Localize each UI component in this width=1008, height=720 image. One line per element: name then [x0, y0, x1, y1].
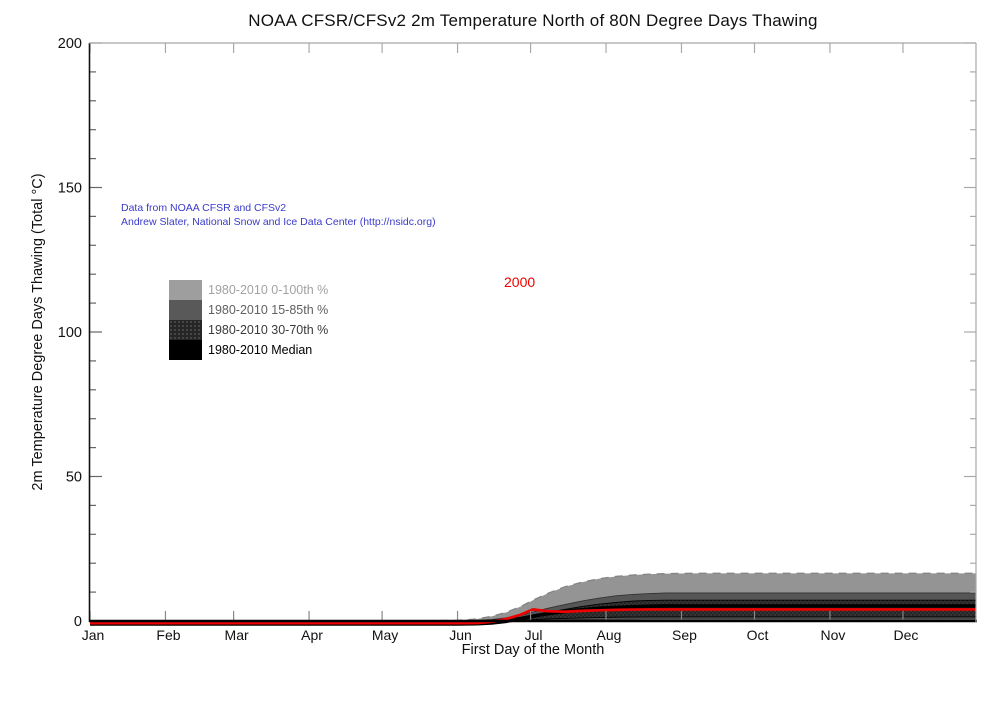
legend-swatch-30-70 [169, 320, 202, 340]
legend-row-15-85: 1980-2010 15-85th % [169, 300, 328, 320]
year-label: 2000 [504, 274, 536, 290]
annotation-line-2: Andrew Slater, National Snow and Ice Dat… [121, 216, 436, 228]
x-tick-label: Jan [82, 627, 105, 643]
legend-row-0-100: 1980-2010 0-100th % [169, 280, 328, 300]
y-tick-label: 200 [58, 36, 82, 52]
y-tick-label: 0 [74, 614, 82, 630]
x-axis-label: First Day of the Month [461, 642, 605, 658]
x-tick-label: May [372, 627, 398, 643]
data-source-annotation: Data from NOAA CFSR and CFSv2 Andrew Sla… [121, 201, 436, 229]
x-tick-label: Aug [597, 627, 622, 643]
y-tick-label: 150 [58, 181, 82, 197]
legend-label-median: 1980-2010 Median [208, 343, 313, 357]
legend: 1980-2010 0-100th % 1980-2010 15-85th % … [169, 280, 328, 360]
legend-swatch-median [169, 340, 202, 360]
x-tick-label: Mar [225, 627, 249, 643]
legend-label-15-85: 1980-2010 15-85th % [208, 303, 329, 317]
y-tick-label: 100 [58, 325, 82, 341]
x-tick-label: Dec [894, 627, 919, 643]
x-tick-label: Oct [747, 627, 769, 643]
x-tick-label: Sep [672, 627, 697, 643]
y-axis-label: 2m Temperature Degree Days Thawing (Tota… [30, 173, 46, 491]
legend-label-30-70: 1980-2010 30-70th % [208, 323, 329, 337]
legend-swatch-15-85 [169, 300, 202, 320]
x-tick-label: Apr [301, 627, 323, 643]
y-tick-label: 50 [66, 470, 82, 486]
legend-row-30-70: 1980-2010 30-70th % [169, 320, 328, 340]
x-tick-label: Feb [156, 627, 180, 643]
x-tick-label: Nov [821, 627, 846, 643]
legend-label-0-100: 1980-2010 0-100th % [208, 283, 329, 297]
year-2000-line [90, 608, 976, 625]
legend-row-median: 1980-2010 Median [169, 340, 328, 360]
x-tick-label: Jul [525, 627, 543, 643]
annotation-line-1: Data from NOAA CFSR and CFSv2 [121, 202, 287, 214]
x-tick-label: Jun [449, 627, 472, 643]
chart-title: NOAA CFSR/CFSv2 2m Temperature North of … [248, 11, 818, 30]
legend-swatch-0-100 [169, 280, 202, 300]
